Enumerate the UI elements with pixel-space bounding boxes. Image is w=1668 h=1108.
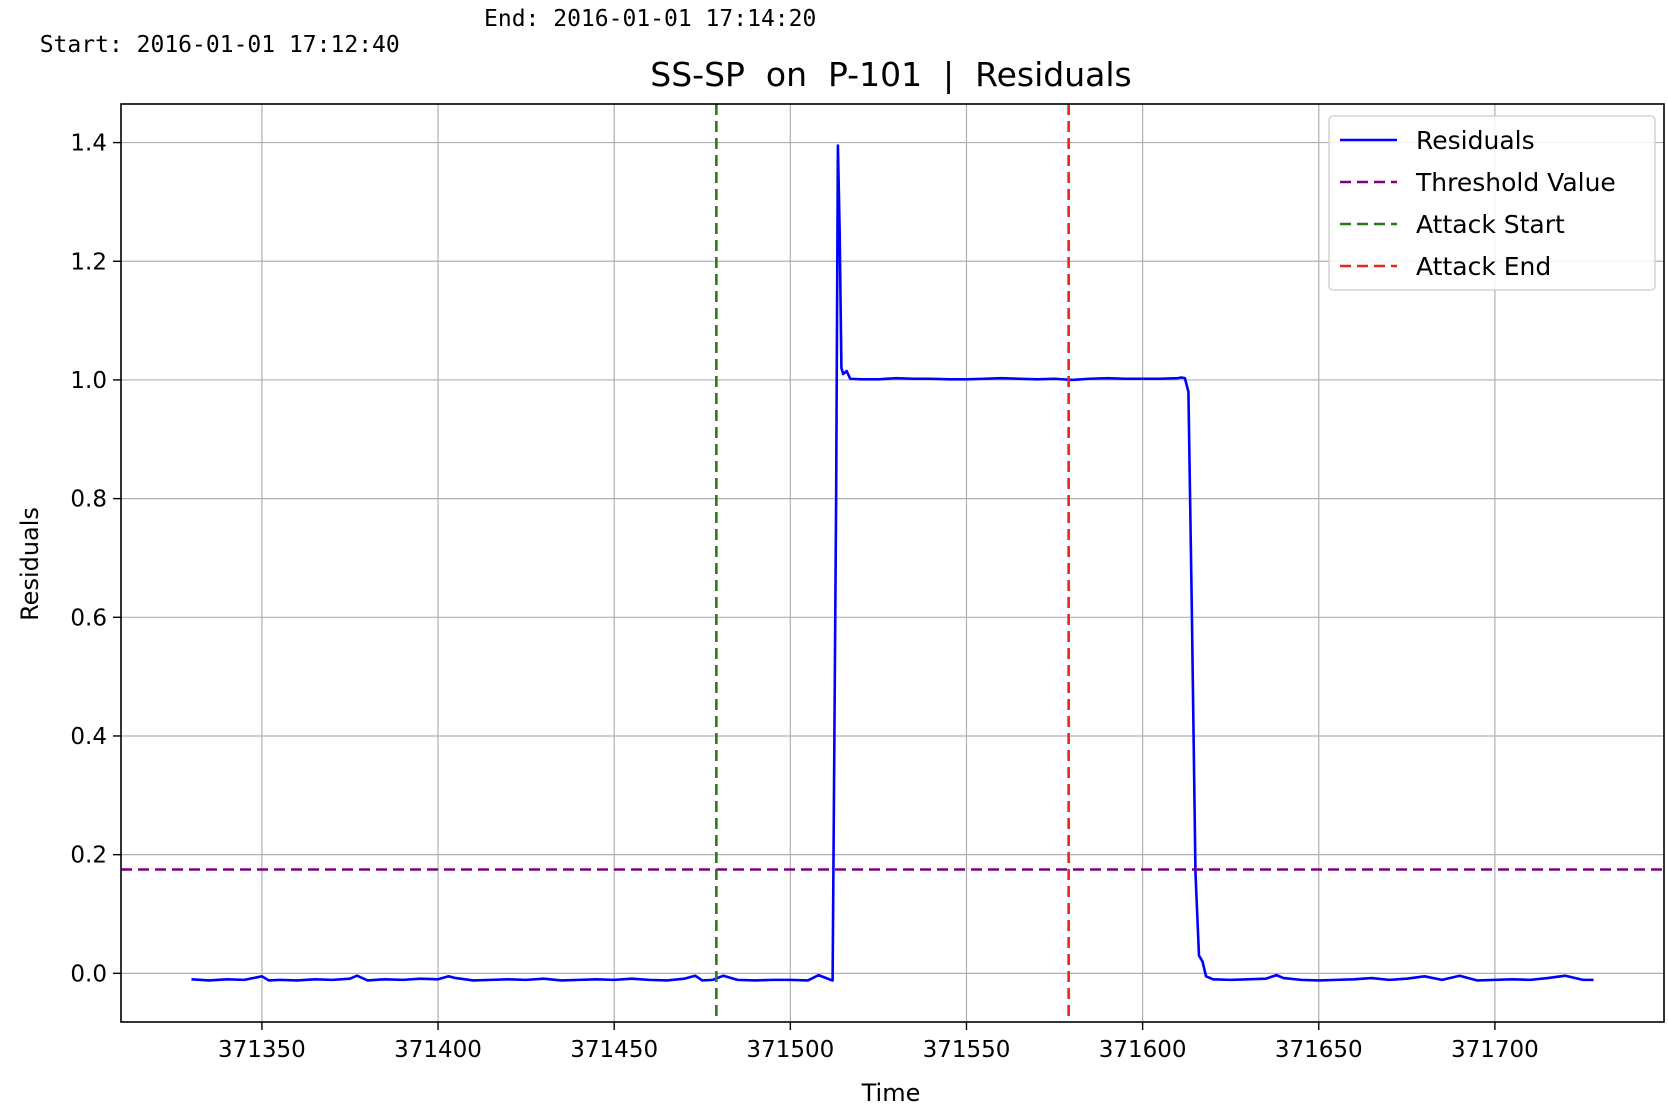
y-tick-label: 1.4 xyxy=(70,131,107,157)
plot-lines xyxy=(121,104,1664,1022)
x-axis-label: Time xyxy=(861,1079,921,1107)
x-tick-label: 371600 xyxy=(1099,1037,1187,1063)
chart-title: SS-SP on P-101 | Residuals xyxy=(650,55,1131,94)
x-tick-label: 371350 xyxy=(218,1037,306,1063)
x-tick-label: 371650 xyxy=(1275,1037,1363,1063)
x-tick-label: 371400 xyxy=(394,1037,482,1063)
y-tick-label: 0.6 xyxy=(70,605,107,631)
x-tick-label: 371550 xyxy=(923,1037,1011,1063)
y-tick-label: 0.4 xyxy=(70,724,107,750)
start-time-label: Start: 2016-01-01 17:12:40 xyxy=(39,32,400,58)
x-tick-label: 371450 xyxy=(570,1037,658,1063)
legend-label: Threshold Value xyxy=(1415,168,1616,197)
y-tick-label: 0.8 xyxy=(70,487,107,513)
y-axis: 0.0 0.2 0.4 0.6 0.8 1.0 1.2 1.4 xyxy=(70,131,121,987)
y-tick-label: 0.2 xyxy=(70,843,107,869)
y-tick-label: 1.2 xyxy=(70,249,107,275)
plot-frame xyxy=(120,103,1665,1023)
x-axis: 371350 371400 371450 371500 371550 371600 3716… xyxy=(218,1022,1539,1063)
time-range-header: Start: 2016-01-01 17:12:40 End: 2016-01-… xyxy=(12,6,817,58)
y-tick-label: 0.0 xyxy=(70,961,107,987)
end-time-label: End: 2016-01-01 17:14:20 xyxy=(484,6,817,32)
x-tick-label: 371500 xyxy=(746,1037,834,1063)
legend: Residuals Threshold Value Attack Start Atta… xyxy=(1328,115,1656,291)
legend-label: Attack End xyxy=(1416,252,1551,281)
legend-label: Attack Start xyxy=(1416,210,1565,239)
legend-box xyxy=(1328,115,1656,291)
y-axis-label: Residuals xyxy=(16,507,44,621)
x-tick-label: 371700 xyxy=(1451,1037,1539,1063)
y-tick-label: 1.0 xyxy=(70,368,107,394)
residuals-line xyxy=(191,144,1594,982)
legend-label: Residuals xyxy=(1416,126,1535,155)
